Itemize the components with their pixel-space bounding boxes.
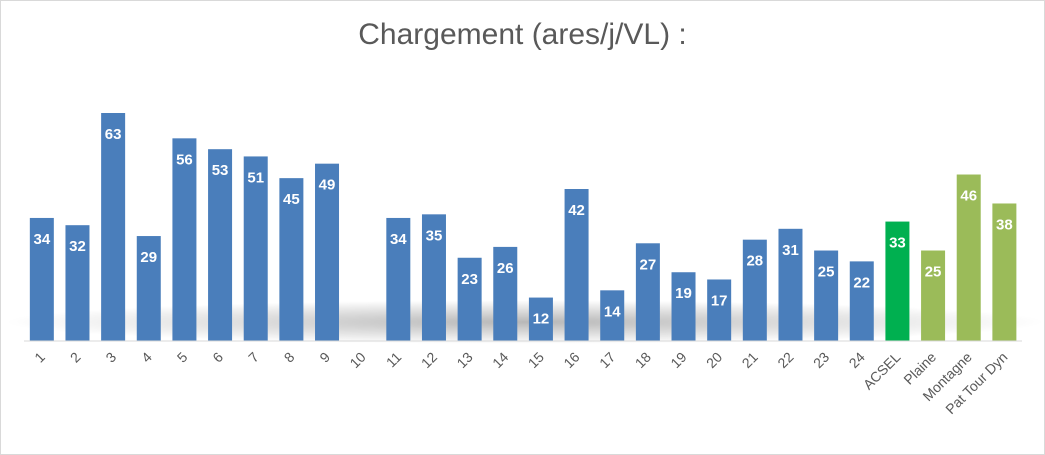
x-tick-label: 17 bbox=[596, 349, 618, 371]
bars bbox=[29, 113, 1017, 341]
value-label: 29 bbox=[140, 249, 157, 266]
value-labels: 34 32 63 29 56 53 51 45 49 34 35 23 26 12 42 14 27 19 17 28… bbox=[33, 126, 1012, 328]
bar-pat-tour-dyn bbox=[992, 203, 1017, 341]
x-tick-label: 2 bbox=[67, 349, 84, 366]
x-tick-label: 20 bbox=[703, 349, 725, 371]
x-tick-label: 9 bbox=[316, 349, 333, 366]
value-label: 17 bbox=[711, 292, 728, 309]
bar-24 bbox=[849, 261, 874, 341]
value-label: 33 bbox=[889, 235, 906, 252]
bar-21 bbox=[742, 239, 767, 341]
x-tick-label: ACSEL bbox=[860, 349, 904, 393]
value-label: 56 bbox=[176, 151, 193, 168]
bar-16 bbox=[564, 189, 589, 341]
x-tick-label: 14 bbox=[489, 349, 511, 371]
value-label: 45 bbox=[283, 191, 300, 208]
x-tick-labels: 1 2 3 4 5 6 7 8 9 10 11 12 13 14 15 16 17 18 19 20 21 22 23 24A… bbox=[31, 349, 1010, 418]
value-label: 53 bbox=[212, 162, 229, 179]
value-label: 23 bbox=[461, 271, 478, 288]
x-tick-label: 15 bbox=[525, 349, 547, 371]
bar-11 bbox=[386, 217, 411, 341]
x-tick-label: 10 bbox=[346, 349, 368, 371]
x-tick-label: 23 bbox=[810, 349, 832, 371]
bar-7 bbox=[243, 156, 268, 341]
bar-12 bbox=[421, 214, 446, 341]
bar-13 bbox=[457, 257, 482, 341]
x-tick-label: 18 bbox=[632, 349, 654, 371]
bar-17 bbox=[600, 290, 625, 341]
bar-18 bbox=[635, 243, 660, 341]
value-label: 28 bbox=[746, 253, 763, 270]
bar-14 bbox=[493, 246, 518, 341]
bar-8 bbox=[279, 178, 304, 341]
value-label: 49 bbox=[319, 177, 336, 194]
bar-3 bbox=[101, 113, 126, 341]
x-tick-label: 22 bbox=[774, 349, 796, 371]
value-label: 31 bbox=[782, 242, 799, 259]
x-tick-label: 11 bbox=[383, 349, 405, 371]
value-label: 12 bbox=[533, 311, 550, 328]
value-label: 46 bbox=[960, 188, 977, 205]
value-label: 63 bbox=[105, 126, 122, 143]
bar-acsel bbox=[885, 221, 910, 341]
bar-20 bbox=[707, 279, 732, 341]
bar-5 bbox=[172, 138, 197, 341]
value-label: 14 bbox=[604, 303, 621, 320]
x-tick-label: 3 bbox=[102, 349, 119, 366]
x-tick-label: 8 bbox=[281, 349, 298, 366]
x-tick-label: 7 bbox=[245, 349, 262, 366]
bar-4 bbox=[136, 236, 161, 341]
value-label: 27 bbox=[640, 256, 657, 273]
value-label: 34 bbox=[390, 231, 407, 248]
bar-15 bbox=[528, 297, 553, 341]
bar-montagne bbox=[956, 174, 981, 341]
x-tick-label: 13 bbox=[453, 349, 475, 371]
x-tick-label: 12 bbox=[418, 349, 440, 371]
value-label: 22 bbox=[853, 274, 870, 291]
value-label: 32 bbox=[69, 238, 86, 255]
x-tick-label: 24 bbox=[846, 349, 868, 371]
bar-plaine bbox=[921, 250, 946, 341]
bar-1 bbox=[29, 217, 54, 341]
value-label: 51 bbox=[247, 169, 264, 186]
x-tick-label: 19 bbox=[667, 349, 689, 371]
value-label: 26 bbox=[497, 260, 514, 277]
bar-6 bbox=[208, 149, 233, 341]
value-label: 34 bbox=[33, 231, 50, 248]
value-label: 42 bbox=[568, 202, 585, 219]
value-label: 25 bbox=[818, 264, 835, 281]
x-tick-label: 5 bbox=[174, 349, 191, 366]
bar-22 bbox=[778, 228, 803, 341]
value-label: 19 bbox=[675, 285, 692, 302]
x-tick-label: 16 bbox=[560, 349, 582, 371]
bar-23 bbox=[814, 250, 839, 341]
bar-9 bbox=[315, 163, 340, 341]
value-label: 35 bbox=[426, 227, 443, 244]
bar-2 bbox=[65, 225, 90, 341]
x-tick-label: 21 bbox=[739, 349, 761, 371]
value-label: 38 bbox=[996, 216, 1013, 233]
x-tick-label: 6 bbox=[209, 349, 226, 366]
x-tick-label: 1 bbox=[31, 349, 48, 366]
chart-title: Chargement (ares/j/VL) : bbox=[358, 18, 687, 51]
bar-19 bbox=[671, 272, 696, 341]
x-tick-label: 4 bbox=[138, 349, 155, 366]
value-label: 25 bbox=[925, 264, 942, 281]
